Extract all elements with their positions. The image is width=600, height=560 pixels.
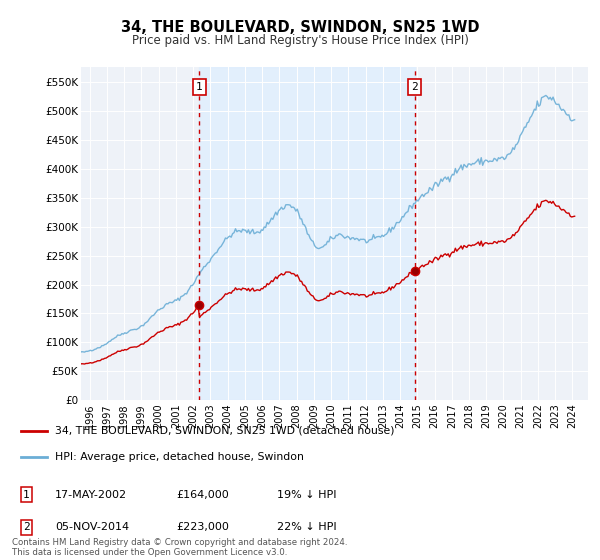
Text: £164,000: £164,000 [176,490,229,500]
Text: 1: 1 [196,82,203,92]
Text: 2: 2 [23,522,30,532]
Text: 05-NOV-2014: 05-NOV-2014 [55,522,130,532]
Text: 2: 2 [411,82,418,92]
Text: Contains HM Land Registry data © Crown copyright and database right 2024.
This d: Contains HM Land Registry data © Crown c… [12,538,347,557]
Text: 17-MAY-2002: 17-MAY-2002 [55,490,127,500]
Text: 19% ↓ HPI: 19% ↓ HPI [277,490,337,500]
Text: HPI: Average price, detached house, Swindon: HPI: Average price, detached house, Swin… [55,452,304,462]
Text: 34, THE BOULEVARD, SWINDON, SN25 1WD (detached house): 34, THE BOULEVARD, SWINDON, SN25 1WD (de… [55,426,395,436]
Text: £223,000: £223,000 [176,522,229,532]
Text: 1: 1 [23,490,30,500]
Bar [199,67,415,400]
Text: 34, THE BOULEVARD, SWINDON, SN25 1WD: 34, THE BOULEVARD, SWINDON, SN25 1WD [121,20,479,35]
Text: Price paid vs. HM Land Registry's House Price Index (HPI): Price paid vs. HM Land Registry's House … [131,34,469,46]
Text: 22% ↓ HPI: 22% ↓ HPI [277,522,337,532]
